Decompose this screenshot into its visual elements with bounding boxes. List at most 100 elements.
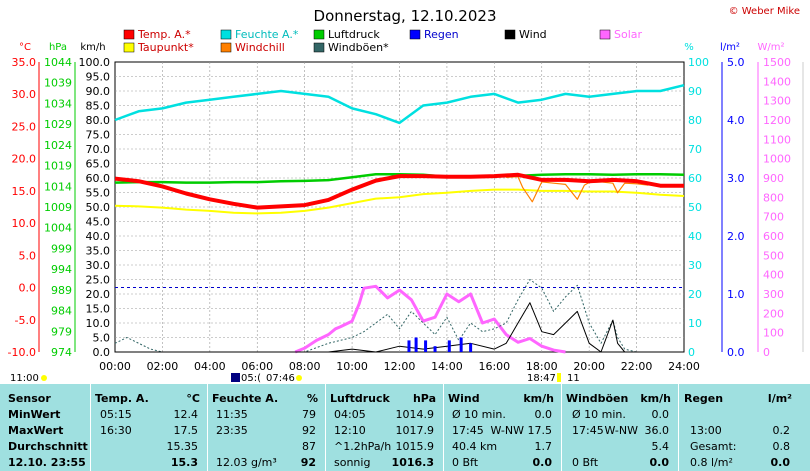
pressure-tick-label: 1039 — [44, 77, 72, 90]
pressure-tick-label: 994 — [51, 263, 72, 276]
stats-rain-label: 0.8 l/m² — [690, 456, 733, 469]
stats-gust-value: 36.0 — [644, 424, 670, 437]
solar-tick-label: 300 — [763, 288, 784, 301]
pressure-tick-label: 1034 — [44, 97, 72, 110]
copyright-label: © Weber Mike — [729, 6, 800, 17]
rain-tick-label: 3.0 — [727, 172, 745, 185]
temp-tick-label: -10.0 — [8, 346, 36, 359]
legend-label: Taupunkt* — [137, 41, 194, 54]
sun-row: 11:00 05:(07:46 18:47 11 — [10, 373, 580, 384]
temp-tick-label: 20.0 — [12, 153, 37, 166]
stats-row-label: MinWert — [8, 408, 61, 421]
stats-hum-time: 11:35 — [216, 408, 248, 421]
sunrise-label: 05:( — [241, 373, 261, 384]
x-tick-label: 20:00 — [573, 360, 605, 373]
stats-gust-value: 0.0 — [651, 408, 670, 421]
stats-gust-label: W-NW — [604, 424, 638, 437]
solar-tick-label: 600 — [763, 230, 784, 243]
legend-swatch — [123, 29, 135, 40]
stats-gust-value: 0.0 — [649, 456, 670, 469]
stats-rain-label: 13:00 — [690, 424, 722, 437]
series-line-solar — [294, 284, 566, 354]
wind-tick-label: 90.0 — [86, 85, 111, 98]
sun-time-left: 11:00 — [10, 373, 39, 384]
pressure-tick-label: 1009 — [44, 201, 72, 214]
x-tick-label: 00:00 — [99, 360, 131, 373]
stats-press-value: 1014.9 — [395, 408, 435, 421]
stats-hum-value: 79 — [302, 408, 316, 421]
wind-tick-label: 70.0 — [86, 143, 111, 156]
rain-bar — [407, 340, 411, 352]
chart-legend: Temp. A.* Feuchte A.* Luftdruck Regen Wind So… — [123, 28, 643, 54]
stats-header-rain: Regen — [684, 392, 724, 405]
wind-tick-label: 30.0 — [86, 259, 111, 272]
stats-temp-value: 12.4 — [173, 408, 199, 421]
wind-tick-label: 50.0 — [86, 201, 111, 214]
rain-bar — [414, 337, 418, 352]
wind-tick-label: 0.0 — [93, 346, 111, 359]
solar-unit-label: W/m² — [757, 42, 784, 53]
legend-swatch — [123, 42, 135, 53]
stats-gust-label: Ø 10 min. — [572, 408, 626, 421]
x-tick-label: 12:00 — [384, 360, 416, 373]
humidity-tick-label: 60 — [688, 172, 702, 185]
wind-tick-label: 35.0 — [86, 245, 111, 258]
wind-tick-label: 5.0 — [93, 332, 111, 345]
x-tick-label: 06:00 — [241, 360, 273, 373]
legend-label: Temp. A.* — [137, 28, 191, 41]
legend-swatch — [313, 29, 325, 40]
stats-hum-value: 87 — [302, 440, 316, 453]
humidity-tick-label: 80 — [688, 114, 702, 127]
column-divider — [678, 384, 679, 471]
x-tick-label: 08:00 — [289, 360, 321, 373]
solar-tick-label: 400 — [763, 269, 784, 282]
pressure-unit-label: hPa — [49, 42, 67, 53]
column-divider — [443, 384, 444, 471]
series-line-wind — [115, 302, 684, 353]
pressure-tick-label: 1004 — [44, 222, 72, 235]
stats-press-time: 12:10 — [334, 424, 366, 437]
stats-hum-time: 12.03 g/m³ — [216, 456, 277, 469]
legend-swatch — [599, 29, 611, 40]
legend-swatch — [409, 29, 421, 40]
wind-tick-label: 55.0 — [86, 187, 111, 200]
legend-swatch — [220, 29, 232, 40]
pressure-tick-label: 1029 — [44, 118, 72, 131]
wind-unit-label: km/h — [80, 42, 105, 53]
series-line-windben — [114, 279, 684, 353]
stats-rain-value: 0.8 — [772, 440, 791, 453]
stats-wind-value: 0.0 — [532, 456, 553, 469]
stats-press-value: 1017.9 — [395, 424, 435, 437]
stats-gust-label: 0 Bft — [572, 456, 599, 469]
solar-tick-label: 1500 — [763, 56, 791, 69]
wind-tick-label: 65.0 — [86, 158, 111, 171]
sunset-label: 18:47 — [527, 373, 556, 384]
wind-tick-label: 15.0 — [86, 303, 111, 316]
wind-tick-label: 80.0 — [86, 114, 111, 127]
pressure-tick-label: 1044 — [44, 56, 72, 69]
sunrise-icon — [231, 373, 240, 382]
chart-title: Donnerstag, 12.10.2023 — [314, 7, 497, 25]
solar-tick-label: 200 — [763, 307, 784, 320]
stats-wind-label: 40.4 km — [452, 440, 498, 453]
humidity-tick-label: 90 — [688, 85, 702, 98]
stats-temp-time: 05:15 — [100, 408, 132, 421]
stats-rain-label: Gesamt: — [690, 440, 737, 453]
stats-press-time: sonnig — [334, 456, 371, 469]
series-line-windchill — [506, 176, 649, 203]
legend-label: Solar — [614, 28, 643, 41]
stats-temp-value: 17.5 — [173, 424, 199, 437]
pressure-tick-label: 1024 — [44, 139, 72, 152]
wind-tick-label: 40.0 — [86, 230, 111, 243]
x-tick-label: 10:00 — [336, 360, 368, 373]
solar-tick-label: 0 — [763, 346, 770, 359]
stats-rain-value: 0.0 — [770, 456, 791, 469]
stats-wind-label: 0 Bft — [452, 456, 479, 469]
temp-tick-label: 15.0 — [12, 185, 37, 198]
rain-bar — [424, 340, 428, 352]
wind-tick-label: 60.0 — [86, 172, 111, 185]
solar-tick-label: 1300 — [763, 95, 791, 108]
stats-header-press: Luftdruck — [330, 392, 390, 405]
stats-header-press-unit: hPa — [412, 392, 436, 405]
pressure-tick-label: 974 — [51, 346, 72, 359]
